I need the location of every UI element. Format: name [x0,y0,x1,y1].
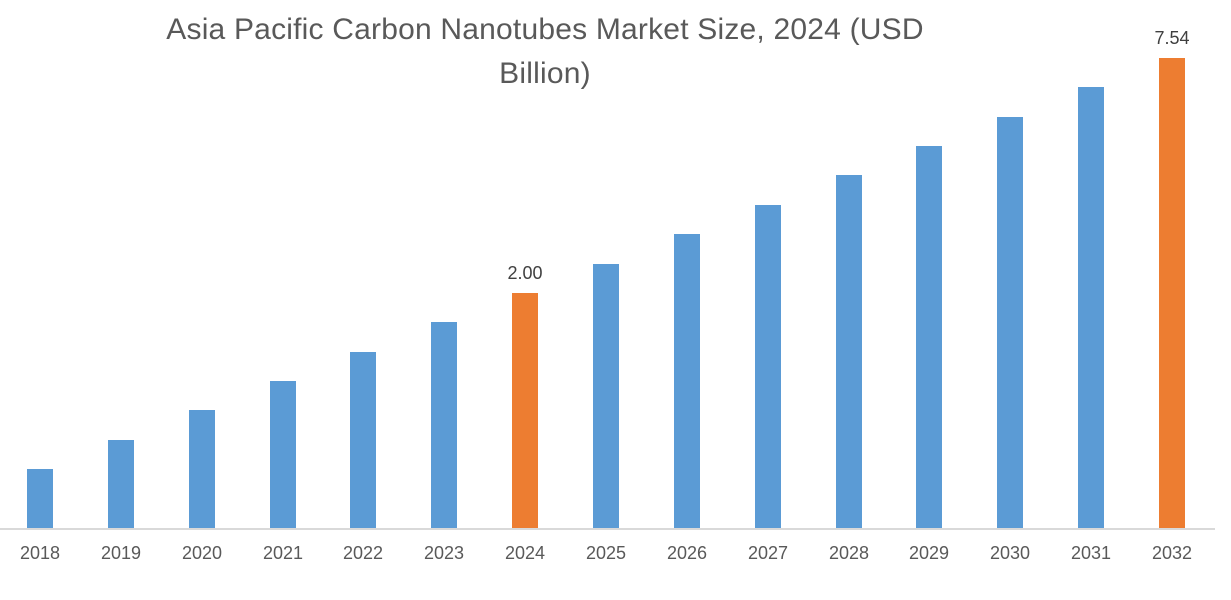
x-tick-label-2026: 2026 [666,543,708,563]
bar-2024 [512,293,538,528]
x-tick-label-2024: 2024 [504,543,546,563]
chart-title-line-2: Billion) [499,57,591,90]
bar-2023 [431,322,457,528]
data-label-2024: 2.00 [507,263,543,283]
x-tick-label-2022: 2022 [342,543,384,563]
data-label-2032: 7.54 [1154,28,1190,48]
x-tick-label-2028: 2028 [828,543,870,563]
x-tick-label-2023: 2023 [423,543,465,563]
bar-2026 [674,234,700,528]
x-tick-label-2029: 2029 [908,543,950,563]
bar-2025 [593,264,619,528]
x-tick-label-2018: 2018 [19,543,61,563]
bar-2028 [836,175,862,528]
x-tick-label-2027: 2027 [747,543,789,563]
bar-2020 [189,410,215,528]
bar-2032 [1159,58,1185,528]
x-tick-label-2019: 2019 [100,543,142,563]
chart-title-line-1: Asia Pacific Carbon Nanotubes Market Siz… [166,13,924,46]
x-tick-label-2020: 2020 [181,543,223,563]
bar-2029 [916,146,942,528]
x-axis-line [0,528,1215,530]
x-tick-label-2021: 2021 [262,543,304,563]
bar-2031 [1078,87,1104,528]
bar-2030 [997,117,1023,528]
x-tick-label-2032: 2032 [1151,543,1193,563]
bar-2019 [108,440,134,528]
x-tick-label-2031: 2031 [1070,543,1112,563]
bar-2021 [270,381,296,528]
x-tick-label-2025: 2025 [585,543,627,563]
chart-title: Asia Pacific Carbon Nanotubes Market Siz… [85,8,1005,96]
bar-2027 [755,205,781,528]
bar-2018 [27,469,53,528]
bar-2022 [350,352,376,528]
x-tick-label-2030: 2030 [989,543,1031,563]
